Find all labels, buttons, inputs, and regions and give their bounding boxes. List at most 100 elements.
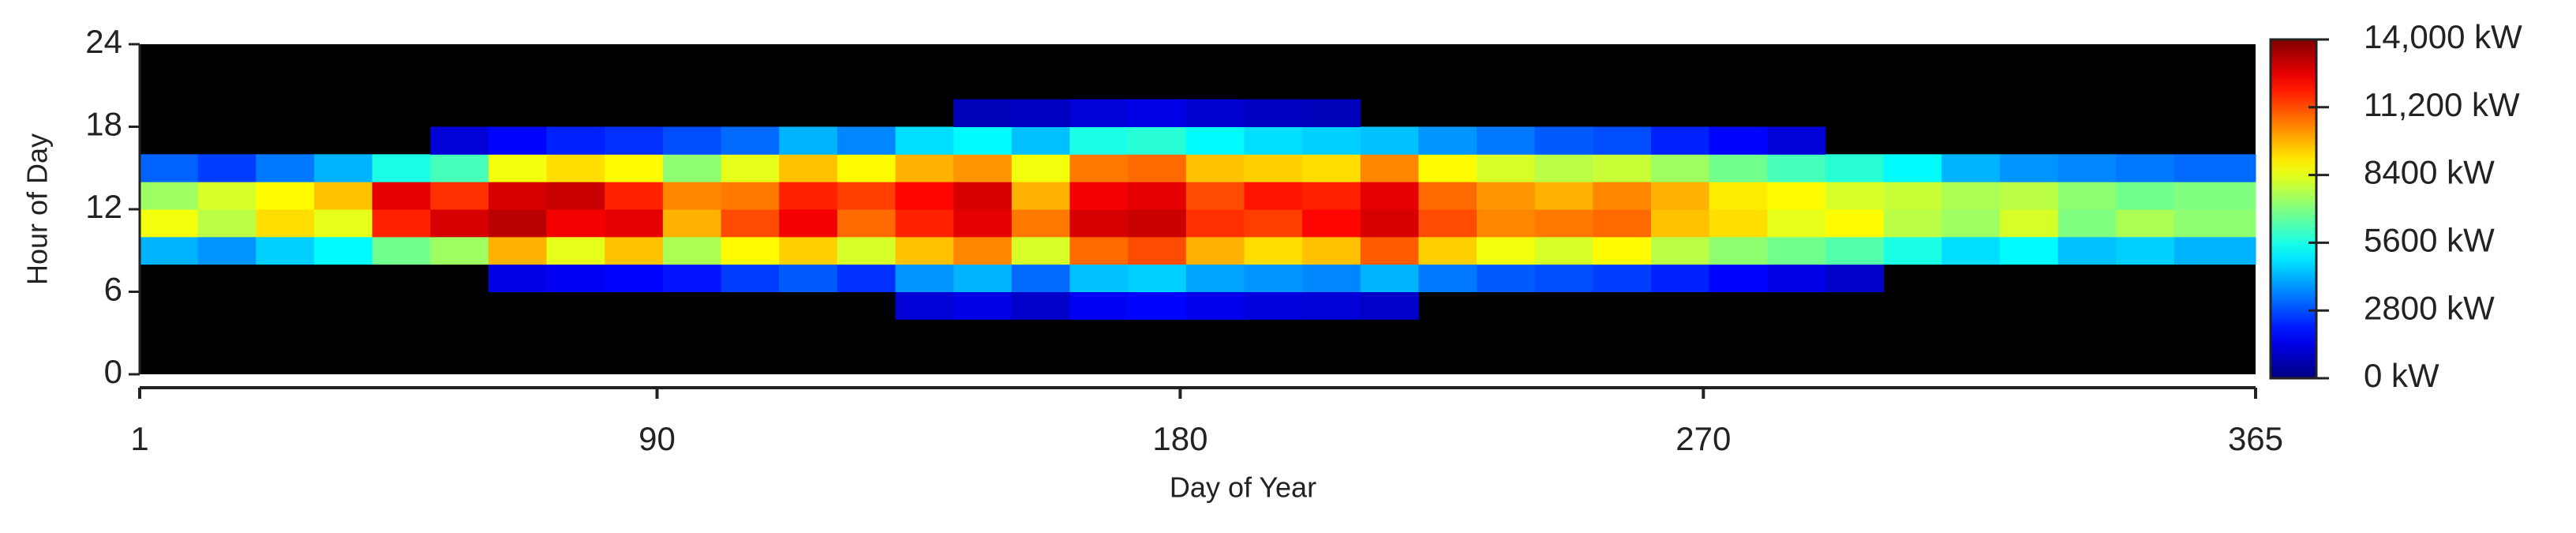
x-axis-label: Day of Year [1170,471,1316,504]
heat-cell [1302,209,1361,238]
heat-cell [1011,182,1070,210]
heat-cell [1011,99,1070,127]
heat-cell [1767,236,1826,265]
heat-cell [256,154,315,182]
heat-cell [1360,154,1419,182]
heat-cell [1185,182,1245,210]
colorbar [2269,38,2318,380]
heat-cell [546,236,605,265]
heat-cell [256,209,315,238]
heat-cell [1651,182,1710,210]
heat-cell [197,236,256,265]
heat-cell [1244,264,1303,292]
heat-cell [1302,182,1361,210]
heat-cell [1418,154,1477,182]
heat-cell [197,182,256,210]
heat-cell [1825,264,1885,292]
heat-cell [1709,154,1768,182]
heat-cell [546,264,605,292]
x-tick-label: 1 [130,420,148,457]
x-tick-label: 365 [2228,420,2283,457]
heat-cell [953,236,1013,265]
heat-cell [662,209,722,238]
heat-cell [2057,236,2117,265]
heat-cell [1534,154,1593,182]
heat-cell [1767,182,1826,210]
heat-cell [1128,154,1187,182]
heat-cell [430,154,489,182]
heat-cell [953,182,1013,210]
heat-cell [1883,209,1942,238]
heat-cell [197,154,256,182]
heat-cell [1941,209,2001,238]
y-axis-label: Hour of Day [21,133,54,285]
heat-cell [313,236,373,265]
heat-cell [605,154,664,182]
heat-cell [1244,209,1303,238]
heat-cell [430,209,489,238]
heat-cell [721,264,780,292]
heat-cell [837,209,896,238]
heat-cell [1941,236,2001,265]
heat-cell [1302,99,1361,127]
heat-cell [488,236,548,265]
heat-cell [1709,264,1768,292]
colorbar-tick-label: 2800 kW [2364,289,2495,326]
heat-cell [2174,182,2256,210]
heat-cell [779,182,838,210]
heat-cell [372,182,431,210]
heat-cell [1360,236,1419,265]
heat-cell [1244,126,1303,155]
heat-cell [1941,182,2001,210]
x-tick-label: 180 [1152,420,1208,457]
heat-cell [1011,236,1070,265]
heat-cell [953,264,1013,292]
heat-cell [837,154,896,182]
heat-cell [372,236,431,265]
heat-cell [488,264,548,292]
heat-cell [1360,209,1419,238]
heat-cell [1534,126,1593,155]
heat-cell [1651,236,1710,265]
heat-cell [1593,182,1652,210]
heat-cell [605,209,664,238]
y-tick-label: 0 [104,353,122,390]
heat-cell [256,182,315,210]
heat-cell [1593,264,1652,292]
heat-cell [1709,182,1768,210]
heat-cell [1244,154,1303,182]
heat-cell [605,264,664,292]
heat-cell [2116,182,2175,210]
heat-cell [1709,236,1768,265]
heat-cell [1593,209,1652,238]
heat-cell [1477,209,1536,238]
heat-cell [895,291,954,320]
heat-cell [721,126,780,155]
heat-cell [1883,182,1942,210]
heat-cell [313,154,373,182]
x-tick-label: 270 [1676,420,1731,457]
heat-cell [662,182,722,210]
heat-cell [1418,236,1477,265]
heat-cell [1767,126,1826,155]
heat-cell [953,99,1013,127]
heat-cell [1593,126,1652,155]
heat-cell [2116,236,2175,265]
heat-cell [1477,236,1536,265]
heat-cell [1999,182,2059,210]
heat-cell [140,236,199,265]
x-tick-label: 90 [638,420,676,457]
heat-cell [313,209,373,238]
heat-cell [1477,126,1536,155]
heat-cell [1651,154,1710,182]
heat-cell [895,154,954,182]
heat-cell [1302,264,1361,292]
heat-cell [2116,209,2175,238]
heat-cell [605,182,664,210]
y-tick-label: 12 [85,188,122,225]
heat-cell [779,209,838,238]
heat-cell [1418,264,1477,292]
heat-cell [662,264,722,292]
heat-cell [488,126,548,155]
